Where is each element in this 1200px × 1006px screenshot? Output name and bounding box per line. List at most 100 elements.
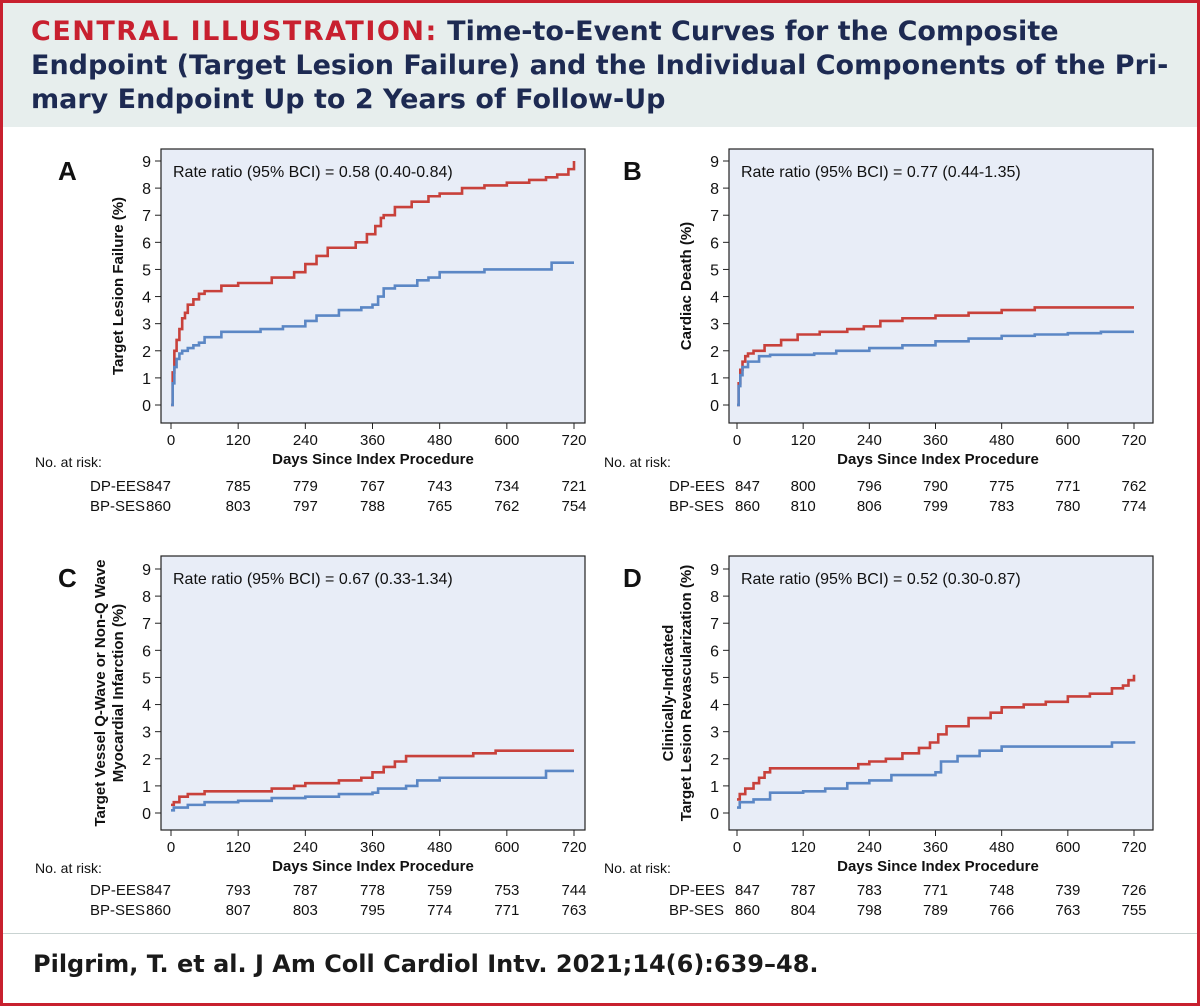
at-risk-value: 766 — [989, 902, 1014, 919]
plot-area — [160, 555, 586, 831]
plot-area — [728, 555, 1154, 831]
at-risk-value: 847 — [735, 478, 760, 495]
series-line-dp-ees — [171, 161, 576, 407]
at-risk-value: 800 — [791, 478, 816, 495]
x-tick-label: 120 — [226, 432, 251, 449]
header-bar: CENTRAL ILLUSTRATION: Time-to-Event Curv… — [3, 3, 1197, 127]
rate-ratio-annotation: Rate ratio (95% BCI) = 0.58 (0.40-0.84) — [173, 164, 453, 181]
x-tick-label: 480 — [427, 839, 452, 856]
x-tick-label: 600 — [494, 432, 519, 449]
y-tick-label: 3 — [142, 317, 151, 334]
x-tick-label: 240 — [293, 432, 318, 449]
y-tick-label: 7 — [710, 616, 719, 633]
at-risk-value: 795 — [360, 902, 385, 919]
series-line-bp-ses — [171, 261, 574, 407]
title-lead: CENTRAL ILLUSTRATION: — [31, 16, 438, 47]
y-tick-label: 7 — [142, 616, 151, 633]
x-tick-label: 600 — [1055, 839, 1080, 856]
series-line-bp-ses — [737, 741, 1136, 809]
x-tick-label: 120 — [791, 839, 816, 856]
y-tick-label: 5 — [710, 262, 719, 279]
y-tick-label: 2 — [710, 752, 719, 769]
at-risk-value: 803 — [293, 902, 318, 919]
panel-letter: B — [623, 156, 642, 186]
at-risk-value: 726 — [1121, 882, 1146, 899]
at-risk-value: 793 — [226, 882, 251, 899]
y-tick-label: 9 — [142, 562, 151, 579]
at-risk-value: 810 — [791, 498, 816, 515]
at-risk-value: 790 — [923, 478, 948, 495]
at-risk-group: BP-SES — [669, 498, 724, 515]
y-tick-label: 3 — [710, 317, 719, 334]
y-tick-label: 4 — [710, 290, 719, 307]
y-tick-label: 4 — [142, 698, 151, 715]
panel-c: C 0 1 2 3 4 5 6 7 8 9 0 120 240 360 480 600 720 Days Since… — [35, 555, 587, 919]
y-tick-label: 1 — [710, 779, 719, 796]
at-risk-group: DP-EES — [90, 478, 146, 495]
at-risk-group: BP-SES — [90, 902, 145, 919]
rate-ratio-annotation: Rate ratio (95% BCI) = 0.77 (0.44-1.35) — [741, 164, 1021, 181]
y-tick-label: 6 — [710, 235, 719, 252]
x-tick-label: 0 — [733, 839, 741, 856]
x-tick-label: 720 — [1121, 432, 1146, 449]
y-tick-label: 5 — [142, 670, 151, 687]
title-line-2: Endpoint (Target Lesion Failure) and the… — [31, 50, 1169, 81]
at-risk-label: No. at risk: — [35, 454, 102, 470]
at-risk-value: 783 — [857, 882, 882, 899]
y-tick-label: 8 — [710, 589, 719, 606]
x-tick-label: 360 — [360, 432, 385, 449]
footer-divider — [3, 933, 1197, 934]
y-tick-label: 7 — [710, 208, 719, 225]
y-tick-label: 9 — [710, 562, 719, 579]
at-risk-value: 780 — [1055, 498, 1080, 515]
series-line-bp-ses — [171, 769, 574, 812]
x-tick-label: 600 — [494, 839, 519, 856]
y-tick-label: 2 — [142, 752, 151, 769]
at-risk-value: 778 — [360, 882, 385, 899]
x-tick-label: 0 — [167, 839, 175, 856]
y-tick-label: 5 — [710, 670, 719, 687]
at-risk-value: 847 — [146, 882, 171, 899]
y-tick-label: 0 — [710, 398, 719, 415]
at-risk-group: DP-EES — [669, 478, 725, 495]
x-axis-title: Days Since Index Procedure — [837, 451, 1039, 468]
at-risk-label: No. at risk: — [604, 860, 671, 876]
at-risk-value: 787 — [791, 882, 816, 899]
at-risk-label: No. at risk: — [35, 860, 102, 876]
y-tick-label: 2 — [142, 344, 151, 361]
panel-letter: D — [623, 563, 642, 593]
x-tick-label: 480 — [989, 432, 1014, 449]
at-risk-value: 753 — [494, 882, 519, 899]
y-axis-title: Target Lesion Failure (%) — [110, 197, 127, 375]
y-tick-label: 6 — [142, 643, 151, 660]
at-risk-value: 803 — [226, 498, 251, 515]
at-risk-value: 860 — [146, 498, 171, 515]
at-risk-value: 797 — [293, 498, 318, 515]
y-tick-label: 0 — [142, 806, 151, 823]
panel-a: A 0 1 2 3 4 5 6 7 8 9 0 120 240 360 480 600 720 Days Since… — [35, 148, 587, 515]
y-tick-label: 3 — [142, 725, 151, 742]
title-line-3: mary Endpoint Up to 2 Years of Follow-Up — [31, 84, 666, 115]
citation: Pilgrim, T. et al. J Am Coll Cardiol Int… — [33, 950, 819, 978]
x-tick-label: 720 — [1121, 839, 1146, 856]
x-tick-label: 240 — [857, 839, 882, 856]
at-risk-value: 799 — [923, 498, 948, 515]
x-tick-label: 0 — [167, 432, 175, 449]
at-risk-value: 788 — [360, 498, 385, 515]
at-risk-group: BP-SES — [90, 498, 145, 515]
at-risk-value: 779 — [293, 478, 318, 495]
x-tick-label: 720 — [561, 432, 586, 449]
y-tick-label: 2 — [710, 344, 719, 361]
rate-ratio-annotation: Rate ratio (95% BCI) = 0.52 (0.30-0.87) — [741, 571, 1021, 588]
at-risk-value: 775 — [989, 478, 1014, 495]
y-tick-label: 7 — [142, 208, 151, 225]
x-tick-label: 360 — [923, 839, 948, 856]
at-risk-value: 787 — [293, 882, 318, 899]
y-tick-label: 6 — [710, 643, 719, 660]
x-tick-label: 600 — [1055, 432, 1080, 449]
y-axis-title: Cardiac Death (%) — [678, 222, 695, 350]
x-tick-label: 240 — [857, 432, 882, 449]
